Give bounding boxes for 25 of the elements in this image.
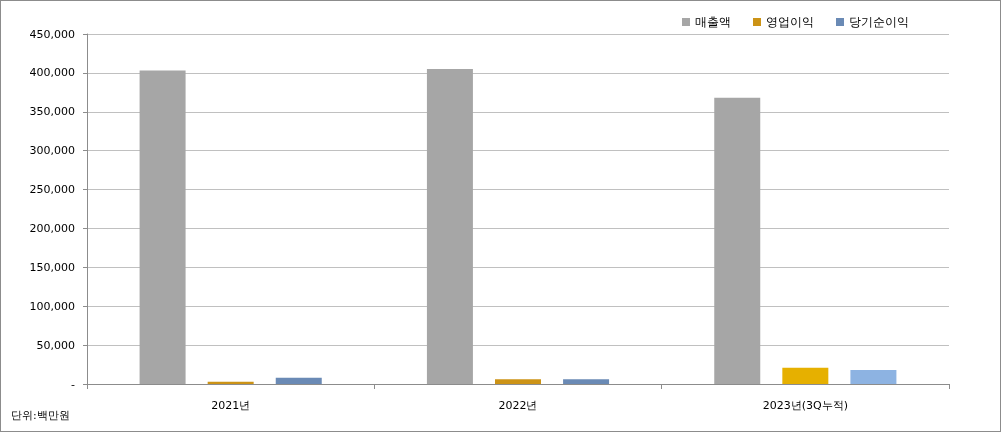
legend-label: 당기순이익 <box>849 15 909 29</box>
legend-label: 매출액 <box>695 15 731 29</box>
text: 단위:백만원 <box>11 409 70 422</box>
bar <box>495 379 541 384</box>
bar <box>714 97 761 384</box>
y-tick-label: 50,000 <box>36 338 75 352</box>
bar <box>850 370 897 384</box>
y-tick-label: - <box>71 377 76 391</box>
y-tick-label: 300,000 <box>29 144 75 158</box>
y-tick-label: 400,000 <box>29 66 75 80</box>
x-tick-label: 2022년 <box>498 399 538 412</box>
y-tick-label: 100,000 <box>29 299 75 313</box>
x-tick-label: 2023년(3Q누적) <box>762 399 848 412</box>
y-tick-label: 450,000 <box>29 27 75 41</box>
bar <box>426 69 473 384</box>
x-tick-label: 2021년 <box>211 399 251 412</box>
bar <box>563 379 610 384</box>
bar <box>139 70 186 384</box>
y-tick-label: 150,000 <box>29 260 75 274</box>
legend-label: 영업이익 <box>766 15 814 29</box>
y-tick-label: 350,000 <box>29 105 75 119</box>
bar <box>275 377 322 384</box>
bar <box>782 367 829 384</box>
y-tick-label: 200,000 <box>29 221 75 235</box>
y-tick-label: 250,000 <box>29 183 75 197</box>
